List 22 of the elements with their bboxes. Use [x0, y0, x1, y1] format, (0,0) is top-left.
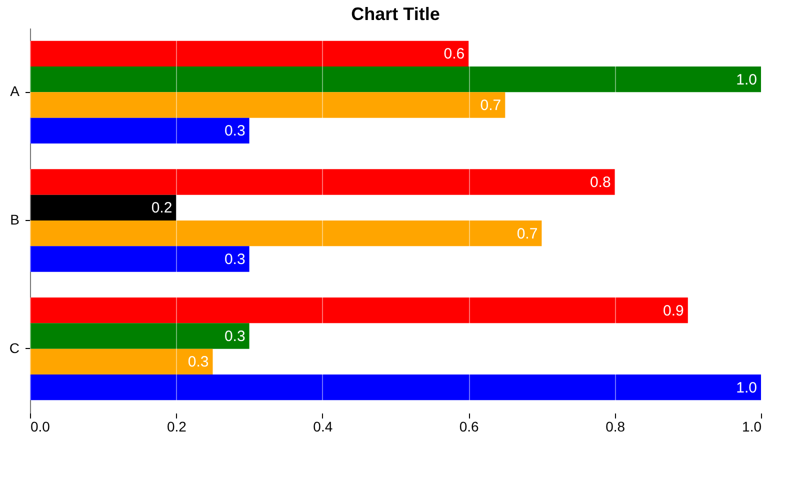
data-label: 0.3 — [224, 122, 246, 140]
data-label: 1.0 — [736, 379, 757, 396]
data-label: 0.7 — [480, 97, 502, 114]
data-label: 0.3 — [188, 354, 209, 371]
data-label: 0.8 — [590, 174, 611, 191]
data-label: 0.2 — [151, 200, 172, 217]
data-label: 1.0 — [736, 71, 757, 88]
data-label: 0.7 — [516, 225, 538, 242]
y-tick-label: A — [10, 83, 20, 100]
x-tick-label: 0.4 — [313, 418, 333, 434]
data-label: 0.6 — [444, 46, 465, 63]
data-label: 0.9 — [663, 302, 684, 320]
x-tick-label: 1.0 — [742, 418, 762, 434]
x-tick-label: 0.2 — [166, 418, 187, 434]
y-tick-label: B — [10, 212, 20, 228]
data-label: 0.3 — [224, 251, 246, 268]
x-tick-label: 0.8 — [606, 418, 626, 434]
x-tick-label: 0.6 — [459, 418, 480, 434]
y-tick-label: C — [9, 340, 20, 356]
chart-title: Chart Title — [351, 4, 440, 24]
x-tick-label: 0.0 — [30, 418, 50, 434]
data-label: 0.3 — [224, 328, 246, 345]
